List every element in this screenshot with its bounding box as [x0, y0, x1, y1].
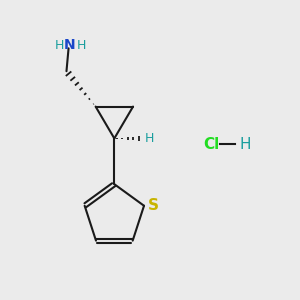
Text: Cl: Cl	[203, 136, 220, 152]
Text: H: H	[145, 132, 154, 145]
Text: N: N	[64, 38, 76, 52]
Text: H: H	[239, 136, 251, 152]
Text: H: H	[76, 39, 86, 52]
Text: H: H	[55, 39, 64, 52]
Text: S: S	[148, 198, 159, 213]
